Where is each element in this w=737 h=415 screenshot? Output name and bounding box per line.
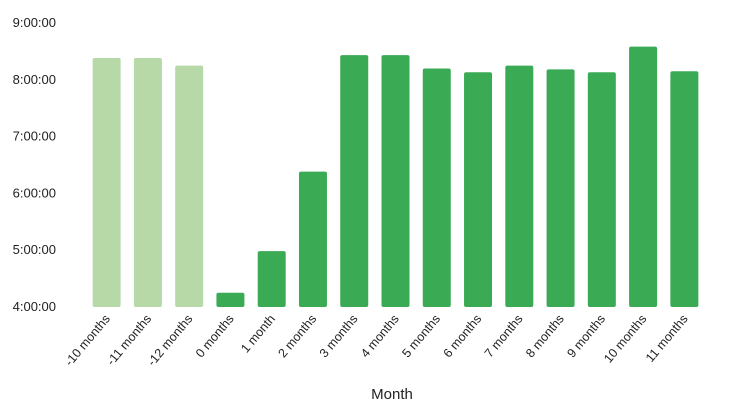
- bar: [340, 55, 369, 307]
- y-tick-label: 5:00:00: [13, 242, 56, 257]
- x-tick-label: 5 months: [399, 312, 443, 360]
- y-axis: 4:00:00 5:00:00 6:00:00 7:00:00 8:00:00 9:00:…: [13, 15, 56, 314]
- y-tick-label: 8:00:00: [13, 72, 56, 87]
- x-tick-label: 11 months: [643, 312, 691, 365]
- x-tick-label: 8 months: [523, 312, 567, 360]
- bar: [133, 58, 162, 307]
- bar: [257, 251, 286, 307]
- bars: [92, 46, 699, 308]
- x-tick-label: 9 months: [564, 312, 608, 360]
- bar: [587, 72, 616, 307]
- y-tick-label: 4:00:00: [13, 299, 56, 314]
- bar: [92, 58, 121, 307]
- bar: [175, 65, 204, 307]
- bar: [216, 292, 245, 307]
- y-tick-label: 7:00:00: [13, 129, 56, 144]
- bar: [464, 72, 493, 307]
- x-tick-label: 0 months: [193, 312, 237, 360]
- x-tick-label: 10 months: [601, 312, 649, 366]
- y-tick-label: 6:00:00: [13, 185, 56, 200]
- y-tick-label: 9:00:00: [13, 15, 56, 30]
- x-tick-label: 7 months: [482, 312, 526, 360]
- x-tick-label: 1 month: [238, 312, 278, 356]
- bar: [505, 65, 534, 307]
- bar: [422, 68, 451, 307]
- x-tick-label: 2 months: [275, 312, 319, 360]
- bar: [670, 71, 699, 307]
- bar: [298, 171, 327, 307]
- bar: [629, 46, 658, 308]
- x-tick-label: 3 months: [317, 312, 361, 360]
- x-tick-label: 6 months: [441, 312, 485, 360]
- x-tick-label: 4 months: [358, 312, 402, 360]
- bar: [546, 69, 575, 308]
- x-axis-label: Month: [371, 386, 413, 403]
- bar: [381, 55, 410, 307]
